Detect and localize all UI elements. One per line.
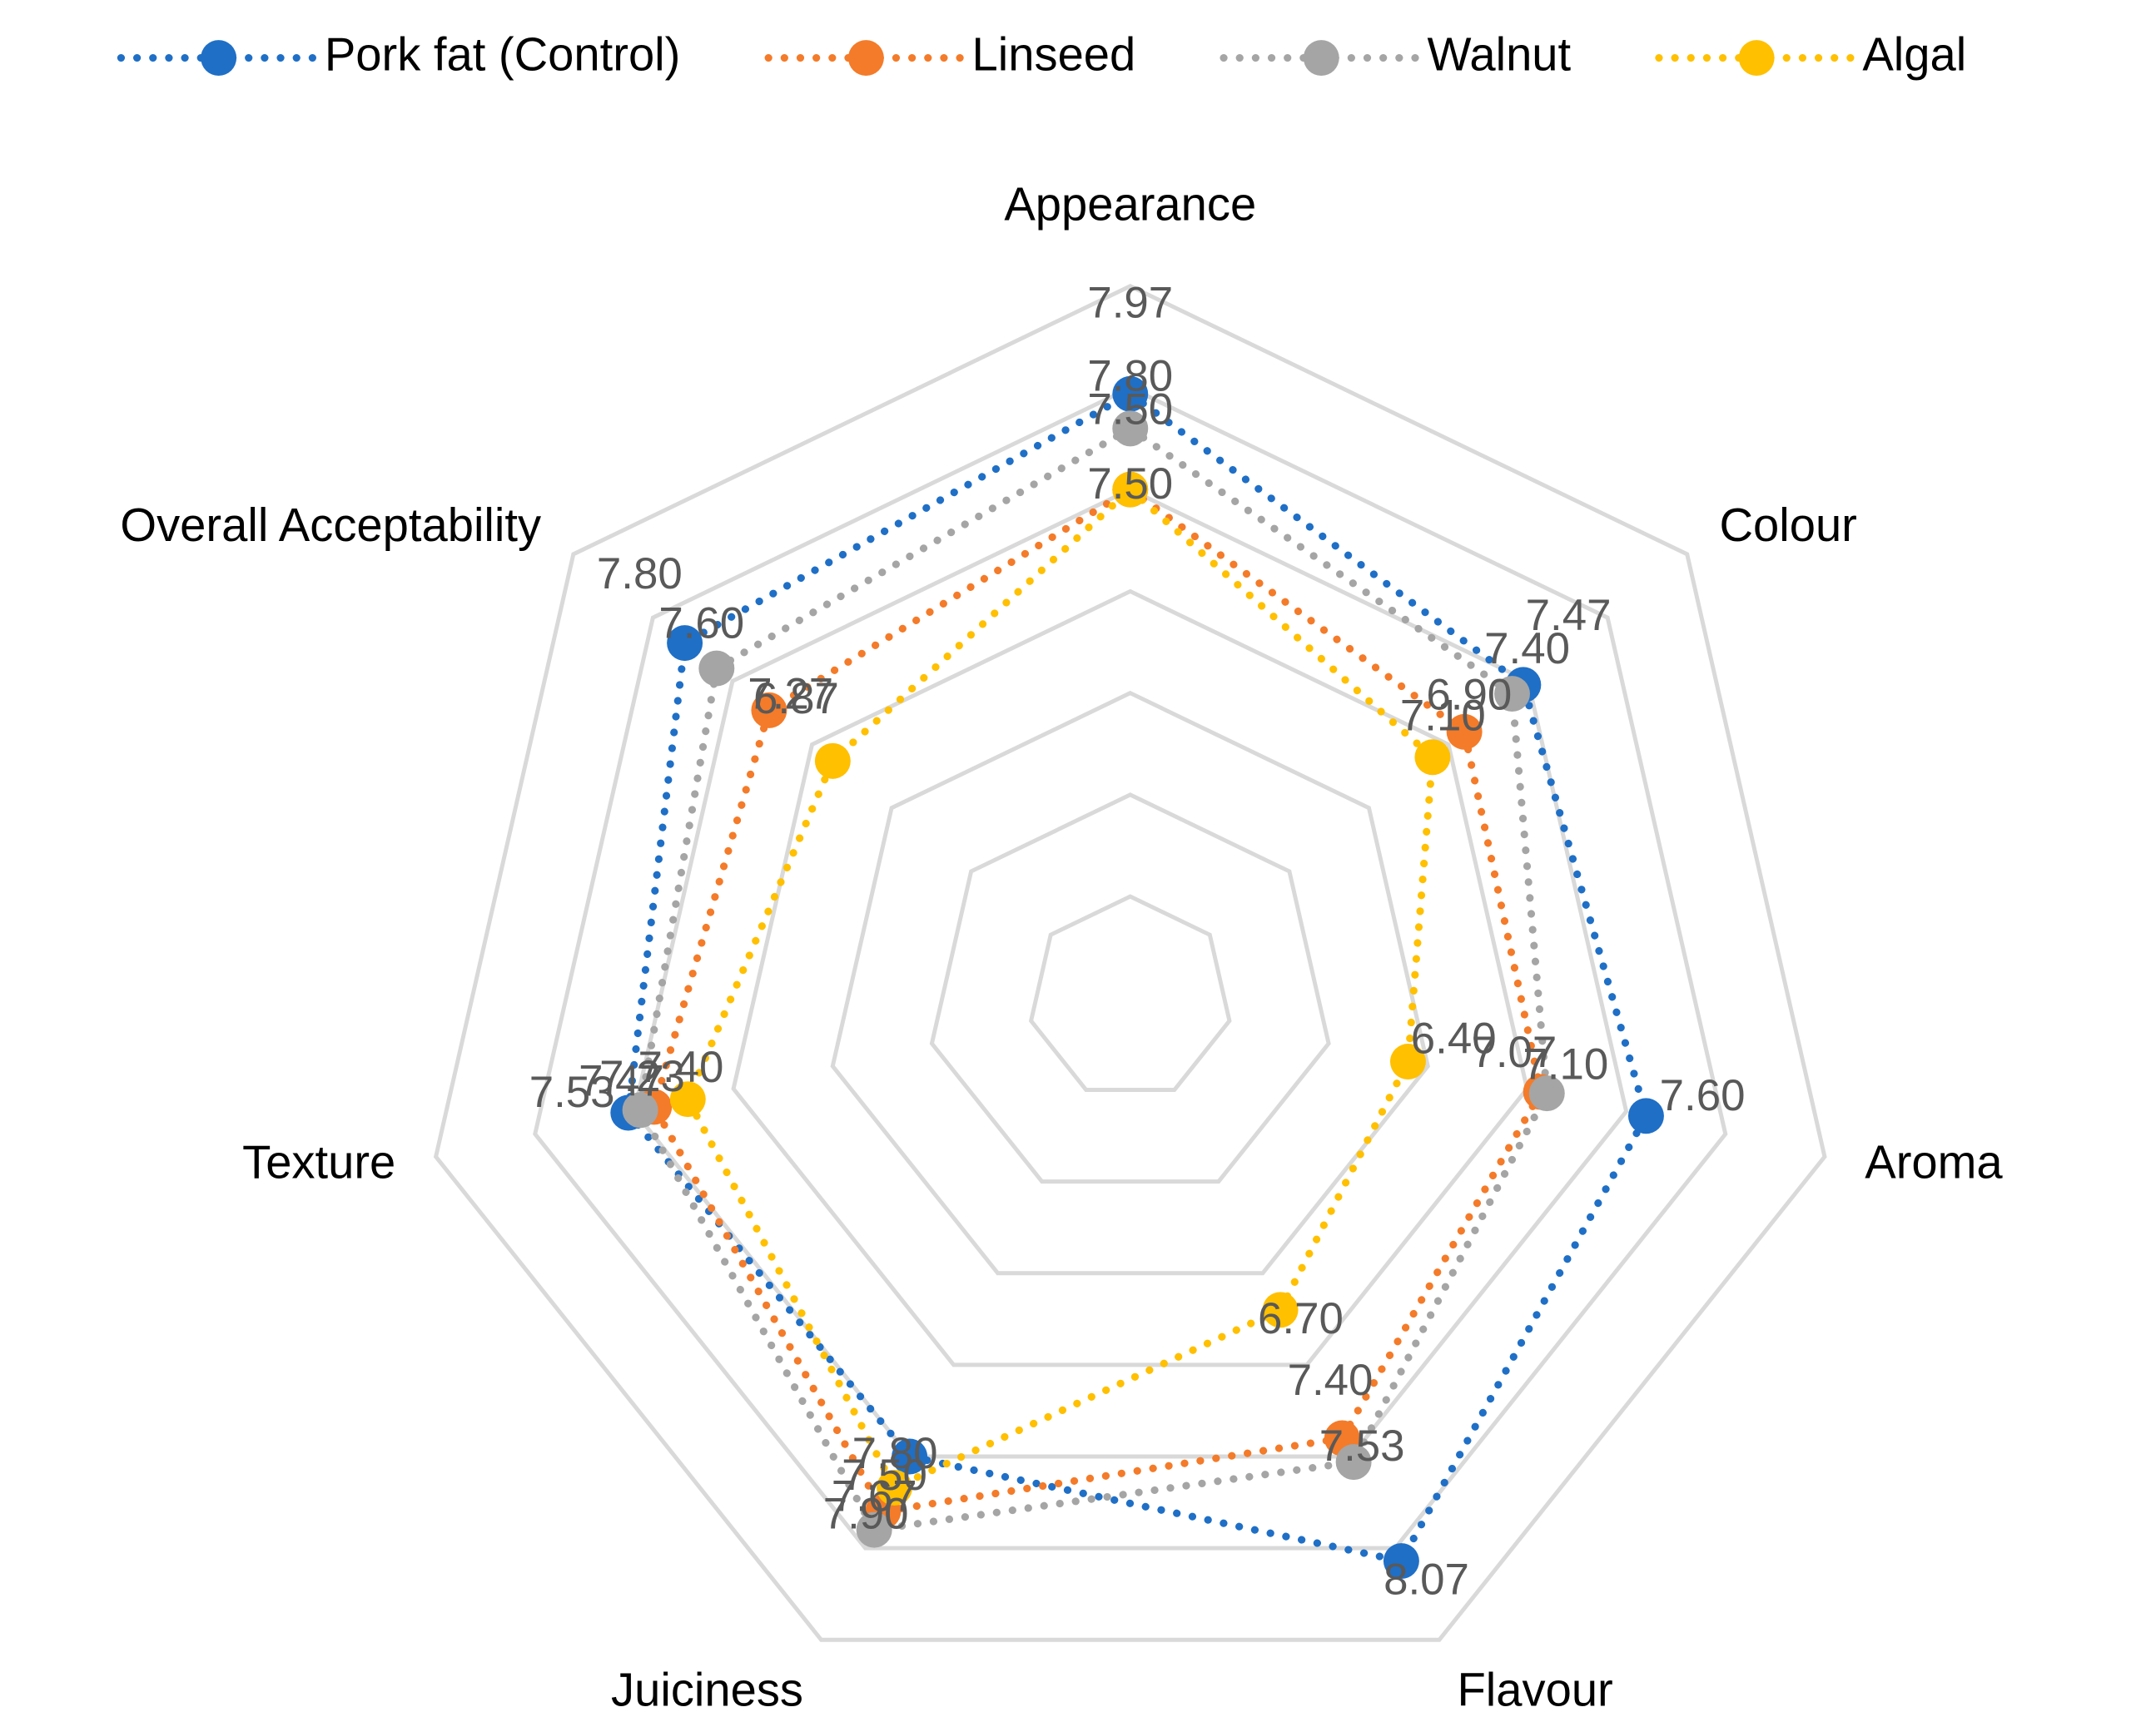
data-point [1335, 1444, 1372, 1481]
data-point [1383, 1543, 1419, 1580]
value-label: 7.60 [1660, 1071, 1746, 1120]
value-label: 6.90 [1426, 670, 1512, 719]
value-label: 7.47 [1526, 591, 1612, 640]
value-label: 6.70 [1258, 1294, 1344, 1343]
grid-ring [433, 283, 1827, 1642]
legend-text: Walnut [1427, 27, 1571, 80]
legend-text: Pork fat (Control) [325, 27, 681, 80]
value-label: 7.80 [852, 1429, 938, 1478]
labels: Appearance Colour Aroma Flavour Juiciness Tex… [120, 177, 2003, 1715]
data-point [1112, 471, 1149, 508]
grid-ring [830, 690, 1430, 1276]
data-point [856, 1511, 892, 1548]
value-label: 7.40 [1288, 1356, 1374, 1405]
value-label: 7.80 [597, 549, 683, 598]
legend-text: Linseed [972, 27, 1136, 80]
data-point [698, 650, 735, 687]
data-point [669, 1081, 706, 1118]
axis-label: Aroma [1865, 1136, 2003, 1189]
legend-marker [1303, 40, 1339, 77]
value-label: 7.47 [579, 1056, 664, 1105]
value-label: 7.50 [1087, 385, 1173, 434]
data-point [1627, 1098, 1664, 1134]
data-point [1262, 1292, 1299, 1328]
data-point [877, 1469, 913, 1506]
data-point [892, 1438, 928, 1475]
data-point [1112, 410, 1149, 447]
value-label: 7.97 [1087, 279, 1173, 328]
value-label: 7.90 [823, 1490, 909, 1539]
axis-label: Colour [1719, 499, 1856, 551]
value-label: 8.07 [1384, 1556, 1469, 1605]
legend: Pork fat (Control) Linseed Walnut Algal [117, 27, 1966, 80]
value-label: 7.50 [842, 1451, 927, 1500]
axis-label: Flavour [1458, 1664, 1613, 1716]
value-label: 7.60 [658, 598, 744, 648]
series-line [624, 389, 1651, 1566]
value-label: 6.40 [1411, 1015, 1497, 1064]
value-label: 7.80 [1087, 351, 1173, 400]
data-point [814, 742, 851, 779]
data-point [1446, 713, 1483, 750]
value-label: 7.27 [748, 670, 833, 719]
legend-marker [201, 40, 237, 77]
data-point [622, 1092, 658, 1129]
legend-marker [1738, 40, 1775, 77]
data-point [1494, 676, 1530, 712]
grid-ring [1028, 894, 1232, 1092]
grid-ring [929, 792, 1331, 1184]
value-label: 7.40 [1484, 624, 1570, 673]
value-label: 7.67 [832, 1472, 917, 1521]
value-label: 7.53 [529, 1068, 615, 1117]
axis-label: Juiciness [611, 1664, 803, 1716]
legend-marker [847, 40, 884, 77]
value-label: 7.10 [1523, 1040, 1608, 1089]
legend-text: Algal [1862, 27, 1966, 80]
value-label: 7.50 [1087, 459, 1173, 509]
value-label: 7.40 [638, 1043, 724, 1092]
data-point [1389, 1044, 1426, 1080]
data-point [751, 692, 787, 728]
data-point [1528, 1075, 1565, 1112]
value-label: 7.53 [1319, 1422, 1405, 1471]
axis-label: Texture [242, 1136, 395, 1189]
value-label: 7.10 [1400, 692, 1486, 741]
data-point [1414, 739, 1451, 776]
axis-label: Overall Acceptability [120, 499, 541, 551]
grid-ring [533, 385, 1728, 1551]
value-label: 7.07 [1471, 1028, 1557, 1077]
plot-area [610, 375, 1664, 1580]
series-line [649, 484, 1545, 1516]
data-point [1112, 375, 1149, 412]
grid-ring [632, 487, 1629, 1459]
value-label: 7.23 [599, 1052, 685, 1101]
axis-label: Appearance [1004, 177, 1256, 230]
value-label: 6.87 [753, 674, 839, 723]
grid-ring [731, 588, 1530, 1367]
data-point [667, 625, 703, 662]
